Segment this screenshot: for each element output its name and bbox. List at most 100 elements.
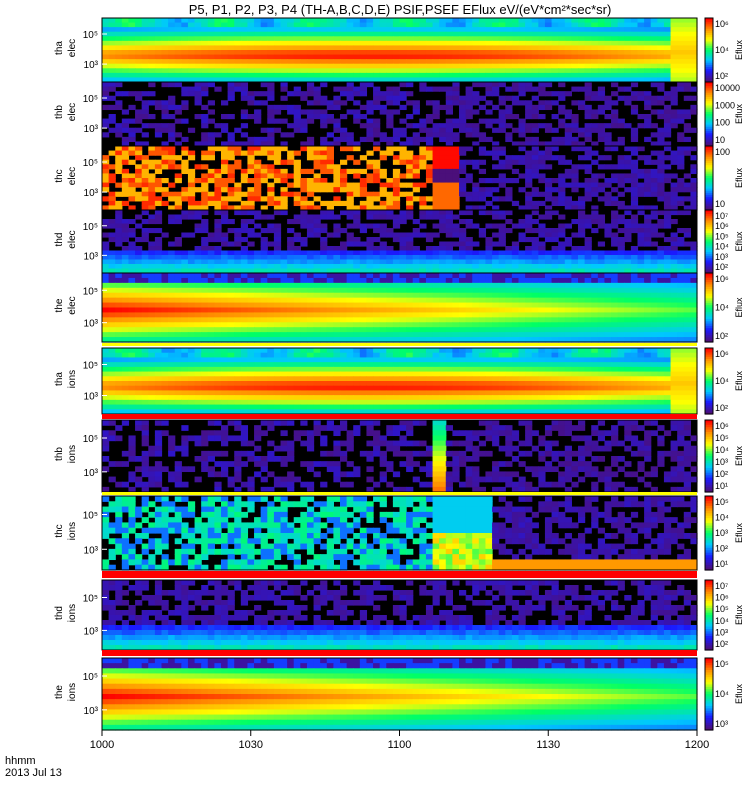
heatmap-cell	[597, 182, 606, 188]
heatmap-cell	[637, 182, 645, 188]
heatmap-cell	[459, 219, 467, 225]
heatmap-cell	[650, 40, 658, 47]
heatmap-cell	[207, 141, 215, 147]
heatmap-cell	[677, 312, 685, 318]
heatmap-cell	[452, 178, 460, 184]
heatmap-cell	[439, 132, 447, 138]
heatmap-cell	[624, 255, 632, 261]
heatmap-cell	[333, 59, 341, 65]
heatmap-cell	[478, 273, 487, 279]
heatmap-cell	[505, 332, 513, 338]
heatmap-cell	[227, 54, 235, 60]
heatmap-cell	[306, 264, 315, 270]
heatmap-cell	[571, 292, 579, 299]
heatmap-cell	[637, 287, 645, 294]
heatmap-cell	[518, 223, 526, 229]
heatmap-cell	[498, 332, 506, 338]
heatmap-cell	[326, 104, 334, 111]
heatmap-cell	[485, 282, 493, 289]
heatmap-cell	[168, 45, 176, 51]
heatmap-cell	[214, 72, 222, 79]
heatmap-cell	[373, 317, 381, 323]
heatmap-cell	[108, 287, 116, 294]
heatmap-cell	[128, 178, 136, 184]
heatmap-cell	[617, 241, 625, 247]
heatmap-cell	[578, 104, 586, 111]
heatmap-cell	[637, 297, 645, 304]
heatmap-cell	[221, 77, 229, 83]
heatmap-cell	[102, 82, 110, 88]
heatmap-cell	[670, 255, 678, 261]
heatmap-cell	[148, 228, 156, 234]
heatmap-cell	[683, 255, 691, 261]
heatmap-cell	[531, 164, 539, 170]
heatmap-cell	[551, 210, 559, 216]
heatmap-cell	[267, 86, 275, 92]
heatmap-cell	[617, 54, 625, 60]
heatmap-cell	[121, 155, 130, 161]
heatmap-cell	[591, 27, 599, 33]
heatmap-cell	[187, 77, 196, 83]
heatmap-cell	[505, 136, 513, 143]
heatmap-cell	[425, 59, 434, 65]
heatmap-cell	[373, 159, 381, 165]
heatmap-cell	[306, 273, 315, 279]
heatmap-cell	[591, 54, 599, 60]
heatmap-cell	[564, 22, 572, 28]
heatmap-cell	[525, 297, 533, 304]
heatmap-cell	[439, 136, 447, 143]
heatmap-cell	[644, 232, 652, 238]
heatmap-cell	[518, 322, 526, 328]
heatmap-cell	[273, 50, 282, 56]
heatmap-cell	[161, 63, 169, 69]
heatmap-cell	[135, 237, 143, 243]
heatmap-cell	[346, 146, 354, 152]
heatmap-cell	[551, 277, 559, 284]
heatmap-cell	[412, 40, 420, 47]
heatmap-cell	[108, 27, 116, 33]
heatmap-cell	[412, 168, 420, 175]
heatmap-cell	[287, 250, 295, 256]
heatmap-cell	[584, 246, 592, 252]
heatmap-cell	[505, 36, 513, 42]
colorbar-tick-label: 10	[715, 135, 725, 145]
heatmap-cell	[240, 168, 249, 175]
heatmap-cell	[525, 77, 533, 83]
heatmap-cell	[102, 219, 110, 225]
heatmap-cell	[425, 150, 434, 156]
heatmap-cell	[234, 282, 242, 289]
heatmap-cell	[624, 63, 632, 69]
heatmap-cell	[300, 63, 308, 69]
heatmap-cell	[465, 50, 473, 56]
heatmap-cell	[267, 155, 275, 161]
heatmap-cell	[670, 173, 678, 179]
heatmap-cell	[366, 312, 374, 318]
heatmap-cell	[445, 68, 453, 74]
heatmap-cell	[115, 268, 123, 274]
heatmap-cell	[525, 332, 533, 338]
heatmap-cell	[650, 232, 658, 238]
heatmap-cell	[617, 228, 625, 234]
heatmap-cell	[326, 68, 334, 74]
colorbar-step	[705, 39, 713, 43]
heatmap-cell	[141, 36, 149, 42]
heatmap-cell	[412, 123, 420, 129]
heatmap-cell	[267, 27, 275, 33]
heatmap-cell	[187, 36, 196, 42]
heatmap-cell	[492, 268, 500, 274]
heatmap-cell	[399, 54, 407, 60]
colorbar-step	[705, 84, 713, 87]
heatmap-cell	[472, 250, 480, 256]
heatmap-cell	[630, 259, 639, 265]
heatmap-cell	[531, 282, 539, 289]
heatmap-cell	[313, 114, 321, 120]
heatmap-cell	[353, 63, 361, 69]
heatmap-cell	[379, 327, 387, 333]
heatmap-cell	[657, 141, 665, 147]
heatmap-cell	[187, 205, 196, 211]
heatmap-cell	[485, 91, 493, 97]
heatmap-cell	[181, 36, 189, 42]
heatmap-cell	[254, 45, 262, 51]
heatmap-cell	[346, 36, 354, 42]
